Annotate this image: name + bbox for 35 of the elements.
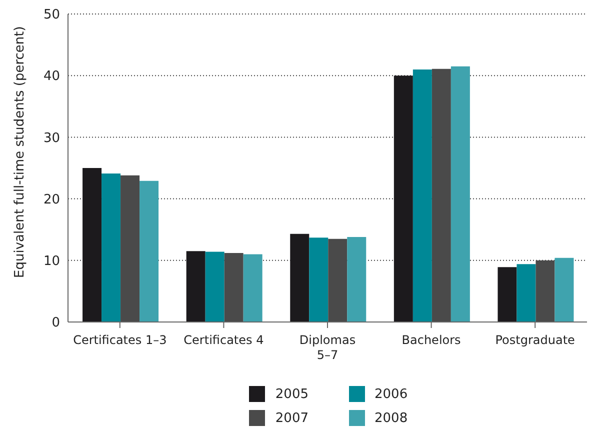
x-tick-label: Certificates 1–3 bbox=[73, 333, 167, 347]
bar bbox=[432, 68, 451, 322]
bar bbox=[82, 168, 102, 322]
y-tick-label: 20 bbox=[43, 192, 60, 208]
x-tick-label: Bachelors bbox=[402, 333, 461, 347]
bar bbox=[186, 251, 206, 322]
legend-label: 2005 bbox=[275, 386, 308, 402]
bar bbox=[120, 175, 140, 322]
bar bbox=[554, 258, 574, 322]
y-tick-label: 40 bbox=[43, 69, 60, 84]
y-tick-label: 30 bbox=[43, 130, 60, 146]
y-tick-label: 0 bbox=[52, 316, 60, 331]
legend-label: 2007 bbox=[275, 410, 308, 426]
bar bbox=[516, 264, 536, 322]
legend-label: 2008 bbox=[374, 410, 408, 426]
bar bbox=[290, 234, 310, 322]
y-tick-label: 10 bbox=[43, 254, 60, 270]
y-axis-title: Equivalent full-time students (percent) bbox=[12, 26, 28, 278]
bar bbox=[309, 238, 328, 322]
bar bbox=[412, 69, 432, 322]
legend-label: 2006 bbox=[374, 386, 408, 402]
x-tick-label: Diplomas 5–7 bbox=[299, 333, 356, 362]
bar bbox=[394, 76, 413, 322]
x-tick-label: Certificates 4 bbox=[184, 333, 264, 347]
bar bbox=[243, 254, 262, 322]
x-tick-label: Postgraduate bbox=[495, 333, 575, 347]
bar bbox=[224, 253, 244, 322]
bar bbox=[450, 66, 470, 322]
bar bbox=[498, 267, 517, 322]
bar bbox=[102, 174, 121, 322]
bar bbox=[140, 180, 159, 322]
bar bbox=[328, 238, 348, 322]
y-tick-label: 50 bbox=[43, 8, 60, 23]
bar bbox=[347, 236, 366, 322]
bar bbox=[205, 252, 224, 322]
